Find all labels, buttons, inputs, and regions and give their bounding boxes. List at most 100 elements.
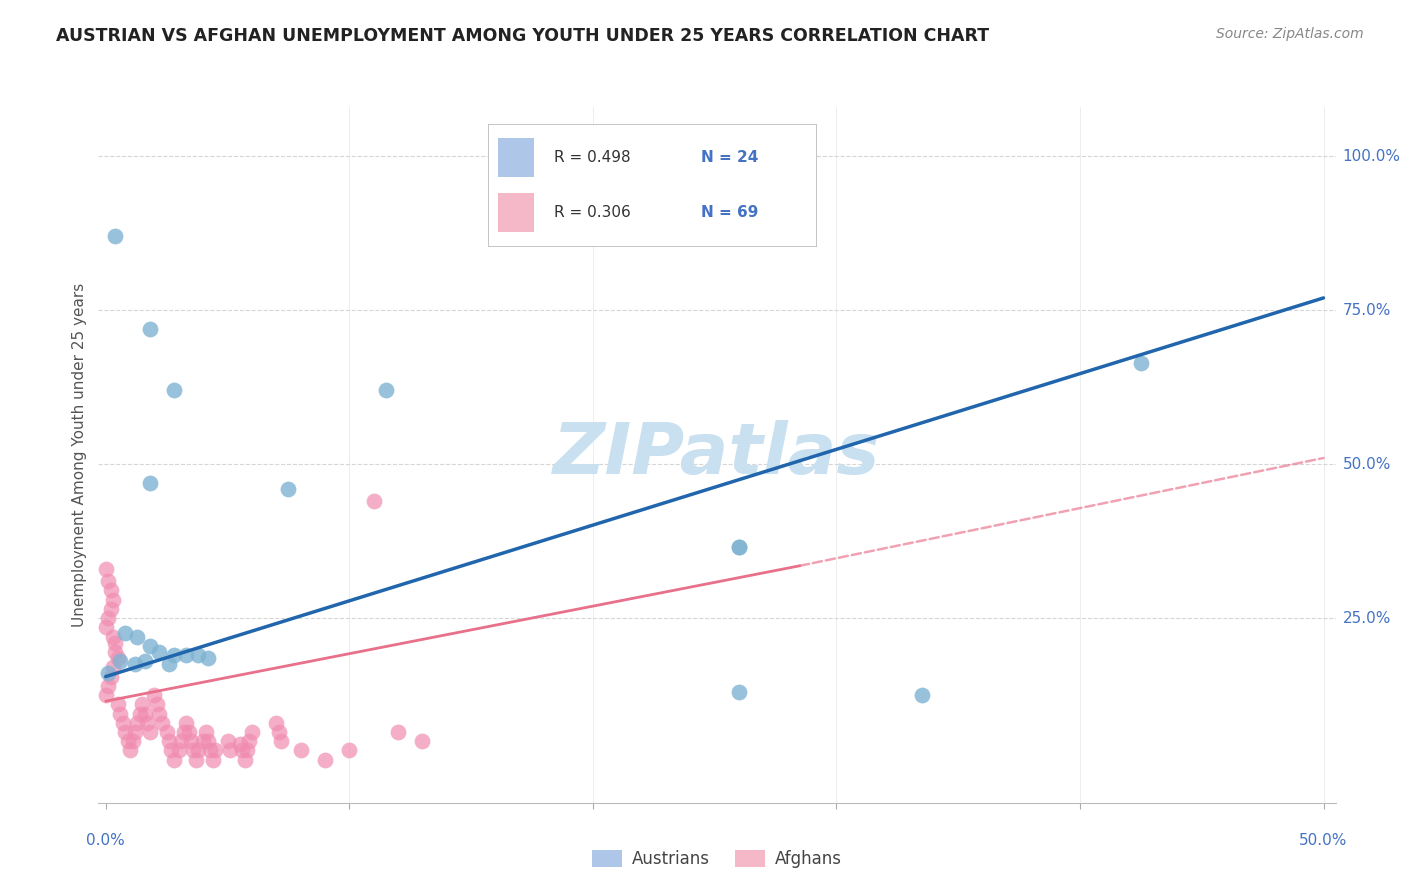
Point [187, 648, 209, 662]
Point [174, 648, 197, 662]
Point [200, 743, 222, 757]
Point [387, 725, 409, 739]
Point [134, 654, 156, 668]
Point [277, 482, 299, 496]
Point [104, 645, 127, 659]
Text: ZIPatlas: ZIPatlas [554, 420, 880, 490]
Point [194, 725, 217, 739]
Point [104, 229, 127, 244]
Text: 0.0%: 0.0% [86, 833, 125, 848]
Text: 50.0%: 50.0% [1343, 457, 1391, 472]
Point [267, 725, 290, 739]
Point [134, 706, 156, 721]
Point [163, 384, 186, 398]
Point [163, 648, 186, 662]
Point [128, 706, 150, 721]
Point [197, 651, 219, 665]
Point [174, 715, 197, 730]
Point [183, 743, 205, 757]
Point [138, 475, 160, 490]
Point [728, 541, 751, 555]
Point [411, 734, 433, 748]
Point [180, 734, 202, 748]
Point [374, 384, 396, 398]
Point [156, 725, 179, 739]
Point [138, 321, 160, 335]
Point [94, 620, 117, 634]
Point [219, 743, 242, 757]
Point [97, 666, 120, 681]
Text: 100.0%: 100.0% [1343, 149, 1400, 164]
Point [363, 494, 385, 508]
Point [187, 743, 209, 757]
Point [97, 679, 120, 693]
Point [100, 583, 122, 598]
Point [143, 688, 166, 702]
Point [204, 743, 226, 757]
Point [148, 706, 170, 721]
Point [270, 734, 292, 748]
Point [101, 630, 124, 644]
Point [121, 734, 143, 748]
Point [157, 734, 180, 748]
Point [184, 753, 207, 767]
Point [728, 685, 751, 699]
Point [124, 657, 146, 672]
Point [107, 651, 129, 665]
Point [138, 639, 160, 653]
Text: 25.0%: 25.0% [1343, 611, 1391, 625]
Point [157, 657, 180, 672]
Point [97, 611, 120, 625]
Point [104, 636, 127, 650]
Point [94, 562, 117, 576]
Legend: Austrians, Afghans: Austrians, Afghans [585, 843, 849, 874]
Point [1129, 355, 1152, 369]
Point [120, 743, 142, 757]
Point [114, 725, 136, 739]
Text: 50.0%: 50.0% [1299, 833, 1348, 848]
Point [131, 698, 153, 712]
Point [127, 630, 149, 644]
Text: Source: ZipAtlas.com: Source: ZipAtlas.com [1216, 27, 1364, 41]
Point [114, 626, 136, 640]
Point [201, 753, 224, 767]
Point [136, 715, 159, 730]
Point [911, 688, 934, 702]
Text: AUSTRIAN VS AFGHAN UNEMPLOYMENT AMONG YOUTH UNDER 25 YEARS CORRELATION CHART: AUSTRIAN VS AFGHAN UNEMPLOYMENT AMONG YO… [56, 27, 990, 45]
Point [117, 734, 139, 748]
Point [236, 743, 259, 757]
Point [233, 753, 256, 767]
Point [231, 743, 253, 757]
Point [240, 725, 263, 739]
Point [217, 734, 239, 748]
Point [150, 715, 173, 730]
Point [264, 715, 287, 730]
Point [111, 715, 134, 730]
Point [138, 725, 160, 739]
Point [228, 737, 250, 751]
Point [163, 753, 186, 767]
Point [110, 706, 132, 721]
Point [100, 602, 122, 616]
Point [160, 743, 183, 757]
Point [170, 734, 193, 748]
Point [177, 725, 200, 739]
Point [314, 753, 336, 767]
Point [290, 743, 312, 757]
Y-axis label: Unemployment Among Youth under 25 years: Unemployment Among Youth under 25 years [72, 283, 87, 627]
Point [146, 698, 169, 712]
Point [107, 698, 129, 712]
Point [94, 688, 117, 702]
Point [127, 715, 149, 730]
Point [124, 725, 146, 739]
Point [197, 734, 219, 748]
Point [173, 725, 195, 739]
Point [238, 734, 260, 748]
Point [191, 734, 214, 748]
Point [337, 743, 360, 757]
Point [100, 669, 122, 683]
Point [167, 743, 190, 757]
Text: 75.0%: 75.0% [1343, 302, 1391, 318]
Point [148, 645, 170, 659]
Point [110, 654, 132, 668]
